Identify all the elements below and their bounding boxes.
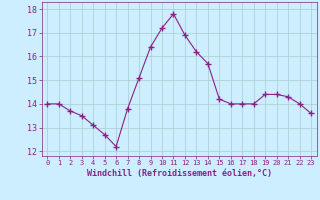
X-axis label: Windchill (Refroidissement éolien,°C): Windchill (Refroidissement éolien,°C) <box>87 169 272 178</box>
